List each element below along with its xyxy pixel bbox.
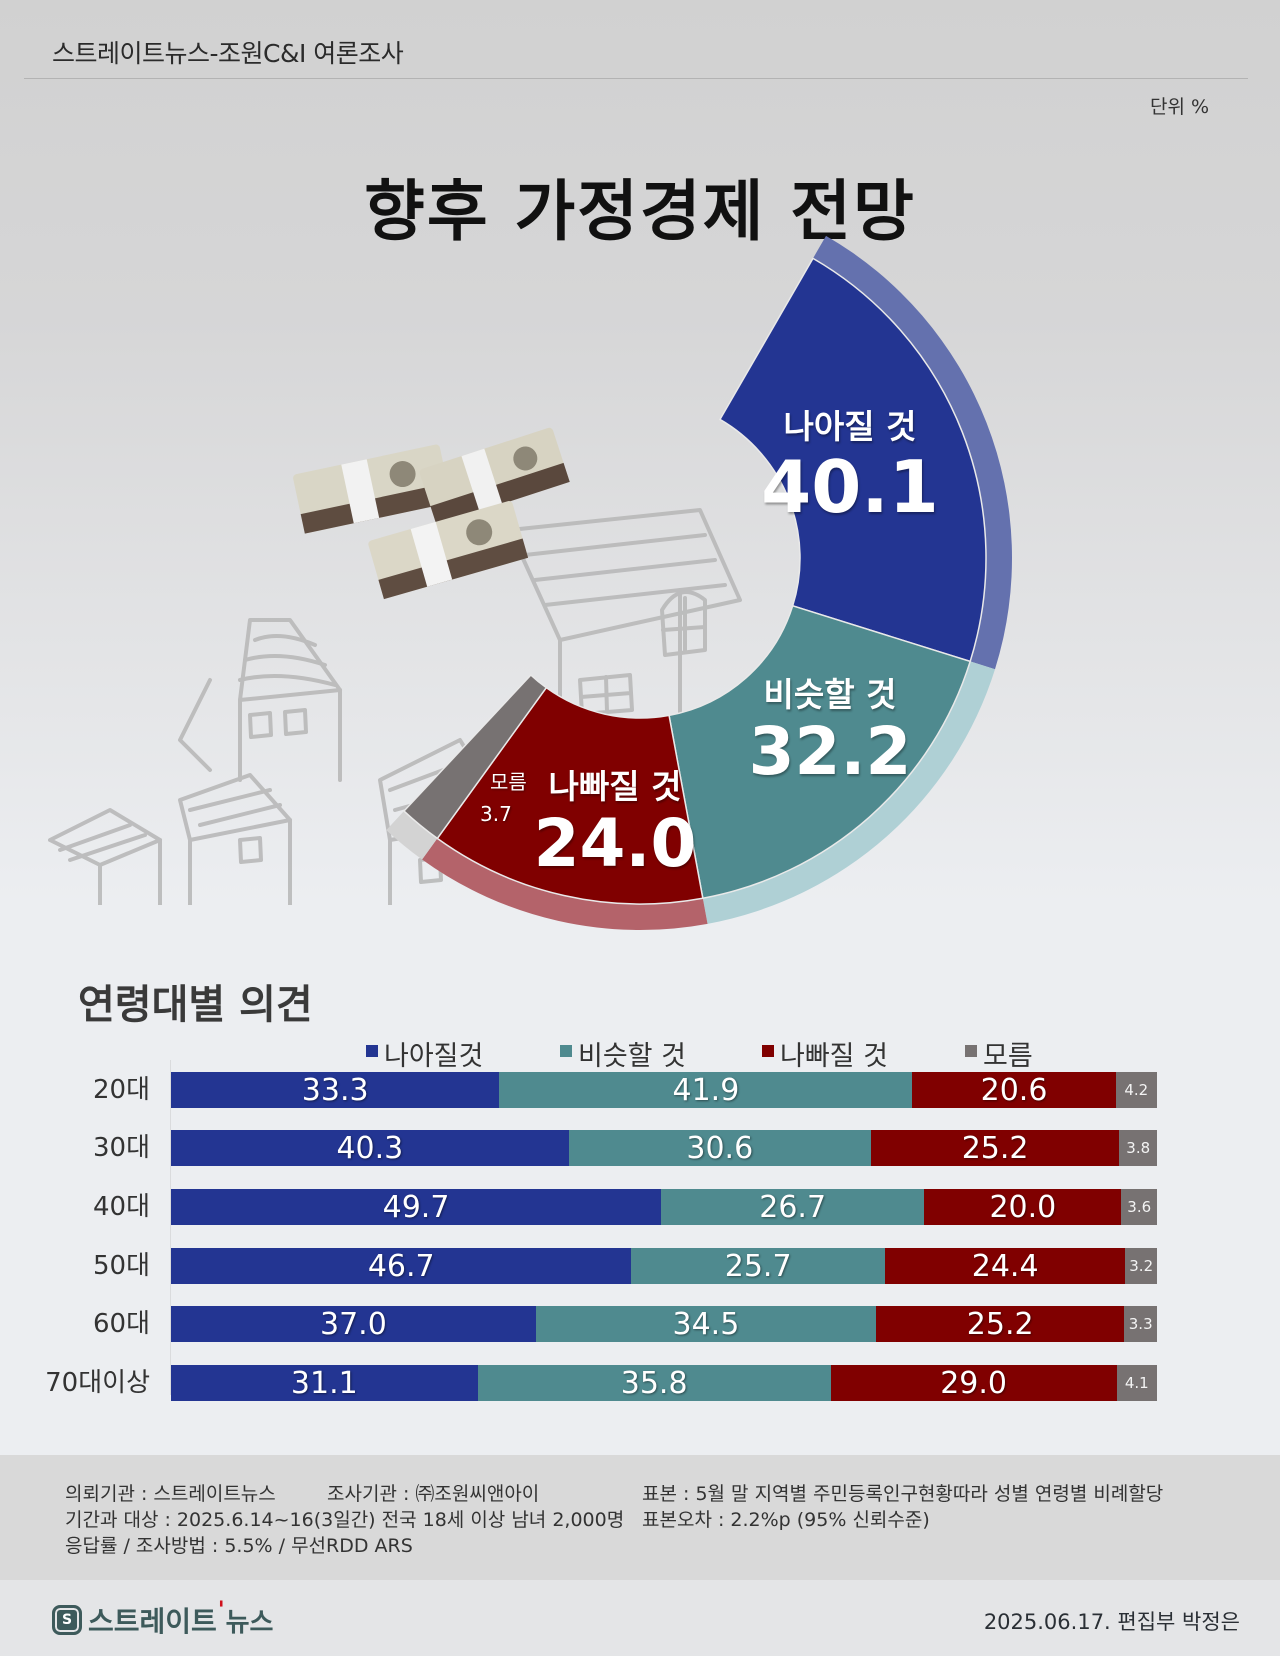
legend-swatch-better bbox=[366, 1044, 378, 1057]
bar-seg-unknown: 4.2 bbox=[1115, 1072, 1157, 1108]
bar-seg-unknown: 3.2 bbox=[1125, 1248, 1157, 1284]
segment-label-similar: 비슷할 것 32.2 bbox=[748, 675, 912, 790]
segment-label-worse: 나빠질 것 24.0 bbox=[533, 767, 697, 882]
donut-band-0 bbox=[813, 235, 1012, 670]
bar-track: 40.3 30.6 25.2 3.8 bbox=[171, 1130, 1157, 1166]
bar-seg-better: 33.3 bbox=[171, 1072, 500, 1108]
donut-segment-0 bbox=[718, 257, 987, 663]
bar-seg-similar: 25.7 bbox=[631, 1248, 885, 1284]
legend-label: 비슷할 것 bbox=[578, 1041, 686, 1072]
legend-swatch-unknown bbox=[965, 1044, 977, 1057]
bar-seg-worse: 24.4 bbox=[884, 1248, 1126, 1284]
lower-background bbox=[0, 905, 1280, 1455]
bar-track: 33.3 41.9 20.6 4.2 bbox=[171, 1072, 1157, 1108]
bar-row: 40대 49.7 26.7 20.0 3.6 bbox=[0, 1189, 1280, 1225]
legend-label: 모름 bbox=[983, 1041, 1033, 1072]
header-title: 스트레이트뉴스-조원C&I 여론조사 bbox=[52, 39, 404, 68]
legend-swatch-worse bbox=[762, 1044, 774, 1057]
bar-row: 50대 46.7 25.7 24.4 3.2 bbox=[0, 1248, 1280, 1284]
brand-logo[interactable]: S 스트레이트 ' 뉴스 bbox=[52, 1597, 274, 1640]
donut-segment-3 bbox=[402, 673, 548, 840]
age-chart-legend: 나아질것 비슷할 것 나빠질 것 모름 bbox=[0, 1034, 1280, 1072]
legend-item-unknown: 모름 bbox=[965, 1034, 1033, 1073]
survey-agency: 조사기관 : ㈜조원씨앤아이 bbox=[327, 1483, 540, 1505]
bar-row-label: 40대 bbox=[92, 1192, 150, 1222]
bar-seg-unknown: 4.1 bbox=[1116, 1365, 1157, 1401]
survey-client: 의뢰기관 : 스트레이트뉴스 bbox=[65, 1483, 276, 1505]
page-title: 향후 가정경제 전망 bbox=[364, 173, 916, 250]
segment-label-better: 나아질 것 40.1 bbox=[761, 407, 939, 529]
date-credit: 2025.06.17. 편집부 박정은 bbox=[983, 1610, 1240, 1634]
bar-row: 70대이상 31.1 35.8 29.0 4.1 bbox=[0, 1365, 1280, 1401]
brand-name: 스트레이트 bbox=[88, 1605, 217, 1638]
donut-band-3 bbox=[386, 811, 438, 860]
age-section-title: 연령대별 의견 bbox=[78, 982, 313, 1028]
bar-seg-worse: 20.6 bbox=[912, 1072, 1116, 1108]
survey-info-panel: 의뢰기관 : 스트레이트뉴스 조사기관 : ㈜조원씨앤아이 기간과 대상 : 2… bbox=[0, 1455, 1280, 1580]
donut-band-1 bbox=[702, 661, 995, 924]
bar-seg-worse: 29.0 bbox=[830, 1365, 1117, 1401]
segment-label-unknown-name: 모름 bbox=[490, 770, 527, 794]
brand-mark-icon: S bbox=[52, 1605, 82, 1635]
survey-period: 기간과 대상 : 2025.6.14~16(3일간) 전국 18세 이상 남녀 … bbox=[65, 1509, 625, 1531]
donut-band-2 bbox=[422, 838, 708, 930]
brand-sub: 뉴스 bbox=[225, 1607, 274, 1638]
bar-row-label: 20대 bbox=[92, 1075, 150, 1105]
bar-seg-better: 37.0 bbox=[171, 1306, 536, 1342]
bar-seg-unknown: 3.6 bbox=[1121, 1189, 1157, 1225]
donut-segment-2 bbox=[436, 686, 704, 905]
bar-seg-better: 46.7 bbox=[171, 1248, 632, 1284]
legend-item-worse: 나빠질 것 bbox=[762, 1034, 888, 1073]
header-divider bbox=[24, 78, 1248, 79]
survey-sample: 표본 : 5월 말 지역별 주민등록인구현황따라 성별 연령별 비례할당 bbox=[642, 1483, 1164, 1505]
bar-seg-worse: 25.2 bbox=[870, 1130, 1120, 1166]
bar-row-label: 50대 bbox=[92, 1251, 150, 1281]
legend-label: 나아질것 bbox=[384, 1041, 484, 1072]
outlook-donut-chart bbox=[386, 235, 1012, 930]
bar-track: 37.0 34.5 25.2 3.3 bbox=[171, 1306, 1157, 1342]
bar-row-label: 70대이상 bbox=[45, 1368, 150, 1398]
bar-row: 20대 33.3 41.9 20.6 4.2 bbox=[0, 1072, 1280, 1108]
survey-error: 표본오차 : 2.2%p (95% 신뢰수준) bbox=[642, 1509, 930, 1531]
bar-seg-worse: 20.0 bbox=[924, 1189, 1122, 1225]
survey-response: 응답률 / 조사방법 : 5.5% / 무선RDD ARS bbox=[65, 1535, 413, 1557]
bar-seg-unknown: 3.3 bbox=[1124, 1306, 1157, 1342]
bar-track: 46.7 25.7 24.4 3.2 bbox=[171, 1248, 1157, 1284]
legend-swatch-similar bbox=[560, 1044, 572, 1057]
bar-track: 49.7 26.7 20.0 3.6 bbox=[171, 1189, 1157, 1225]
unit-label: 단위 % bbox=[1150, 96, 1210, 118]
bar-seg-similar: 35.8 bbox=[477, 1365, 831, 1401]
bar-seg-similar: 30.6 bbox=[568, 1130, 871, 1166]
bar-row: 30대 40.3 30.6 25.2 3.8 bbox=[0, 1130, 1280, 1166]
bar-row-label: 60대 bbox=[92, 1309, 150, 1339]
bar-seg-similar: 26.7 bbox=[661, 1189, 925, 1225]
brand-accent: ' bbox=[217, 1597, 225, 1623]
segment-label-unknown-value: 3.7 bbox=[480, 802, 512, 826]
legend-item-better: 나아질것 bbox=[366, 1034, 483, 1073]
bar-row-label: 30대 bbox=[92, 1133, 150, 1163]
bar-axis-line bbox=[170, 1060, 171, 1395]
money-illustration bbox=[293, 427, 570, 600]
bar-seg-similar: 34.5 bbox=[535, 1306, 876, 1342]
bar-track: 31.1 35.8 29.0 4.1 bbox=[171, 1365, 1157, 1401]
bar-seg-unknown: 3.8 bbox=[1119, 1130, 1157, 1166]
bar-seg-better: 31.1 bbox=[171, 1365, 478, 1401]
bar-seg-better: 49.7 bbox=[171, 1189, 662, 1225]
bar-seg-better: 40.3 bbox=[171, 1130, 569, 1166]
footer-bar: S 스트레이트 ' 뉴스 2025.06.17. 편집부 박정은 bbox=[0, 1580, 1280, 1656]
bar-seg-worse: 25.2 bbox=[875, 1306, 1125, 1342]
bar-seg-similar: 41.9 bbox=[499, 1072, 913, 1108]
legend-item-similar: 비슷할 것 bbox=[560, 1034, 686, 1073]
donut-segment-1 bbox=[668, 604, 972, 900]
legend-label: 나빠질 것 bbox=[780, 1041, 888, 1072]
bar-row: 60대 37.0 34.5 25.2 3.3 bbox=[0, 1306, 1280, 1342]
